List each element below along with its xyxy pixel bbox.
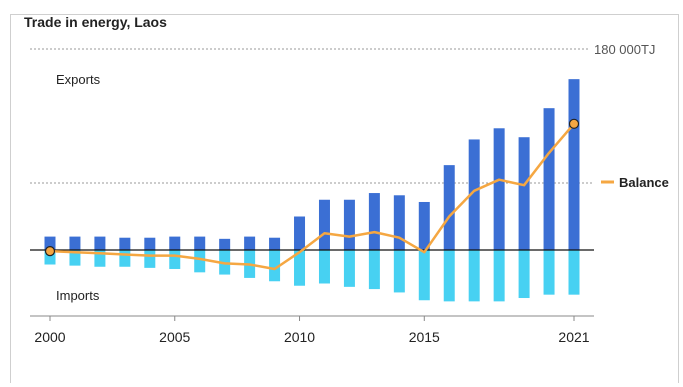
bar-imports-2016 [443, 250, 455, 302]
bar-exports-2004 [144, 237, 156, 250]
bar-imports-2000 [44, 250, 56, 265]
bar-imports-2015 [418, 250, 430, 301]
x-tick-label: 2005 [159, 329, 190, 345]
bar-imports-2009 [269, 250, 281, 282]
balance-series [44, 118, 580, 271]
bar-imports-2002 [94, 250, 106, 267]
bar-imports-2014 [393, 250, 405, 293]
x-tick-label: 2010 [284, 329, 315, 345]
x-tick-label: 2015 [409, 329, 440, 345]
bar-exports-2019 [518, 137, 530, 250]
balance-marker-2021 [568, 118, 580, 129]
bar-imports-2018 [493, 250, 505, 302]
x-axis: 2000 2005 2010 2015 2021 [30, 315, 594, 345]
bar-exports-2012 [343, 199, 355, 250]
bar-exports-2020 [543, 108, 555, 250]
bar-imports-2020 [543, 250, 555, 295]
bar-exports-2021 [568, 79, 580, 251]
bar-imports-2021 [568, 250, 580, 295]
bar-exports-2001 [69, 236, 81, 250]
chart-title: Trade in energy, Laos [24, 14, 167, 30]
bar-exports-2013 [368, 193, 380, 250]
bar-exports-2006 [194, 236, 206, 250]
bar-exports-2009 [269, 237, 281, 250]
bar-exports-2014 [393, 195, 405, 250]
x-tick-label: 2021 [558, 329, 589, 345]
balance-marker-2000 [44, 246, 56, 257]
bar-imports-2013 [368, 250, 380, 290]
bar-imports-2010 [294, 250, 306, 286]
bar-exports-2007 [219, 238, 231, 250]
bar-imports-2004 [144, 250, 156, 268]
bar-exports-2002 [94, 236, 106, 250]
bar-exports-2016 [443, 165, 455, 250]
bar-exports-2003 [119, 237, 131, 250]
bar-exports-2010 [294, 216, 306, 250]
bar-imports-2003 [119, 250, 131, 267]
y-max-label: 180 000TJ [594, 42, 655, 57]
bar-exports-2011 [318, 199, 330, 250]
bar-exports-2008 [244, 236, 256, 250]
legend-label-balance: Balance [619, 175, 669, 190]
bar-exports-2005 [169, 236, 181, 250]
bar-imports-2017 [468, 250, 480, 302]
bar-exports-2000 [44, 236, 56, 250]
gridlines [30, 48, 594, 184]
legend: Balance [601, 175, 669, 190]
bar-exports-2015 [418, 201, 430, 250]
bar-exports-2017 [468, 139, 480, 250]
bar-imports-2005 [169, 250, 181, 269]
bars [44, 79, 580, 302]
bar-exports-2018 [493, 128, 505, 250]
exports-annotation: Exports [56, 72, 101, 87]
x-tick-label: 2000 [34, 329, 65, 345]
bar-imports-2001 [69, 250, 81, 266]
bar-imports-2019 [518, 250, 530, 299]
balance-line [49, 122, 575, 271]
imports-annotation: Imports [56, 288, 100, 303]
bar-imports-2011 [318, 250, 330, 284]
chart-frame [10, 14, 679, 383]
bar-imports-2006 [194, 250, 206, 273]
bar-imports-2012 [343, 250, 355, 287]
